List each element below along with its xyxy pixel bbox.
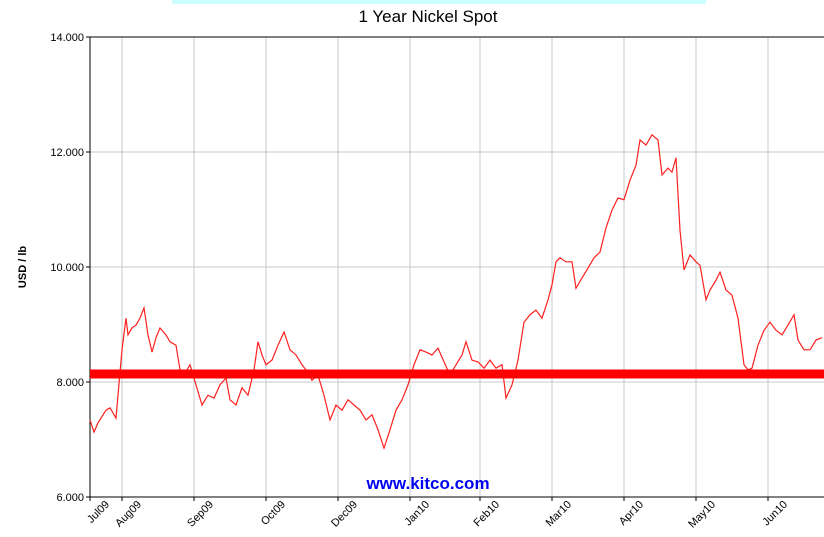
x-tick-label: Oct09 [259,499,288,528]
watermark: www.kitco.com [365,474,489,493]
x-tick-label: Aug09 [113,499,144,530]
header-strip [172,0,706,4]
x-tick-label: Apr10 [617,499,646,528]
y-tick-label: 8.000 [56,377,84,389]
x-tick-label: Jul09 [85,499,112,526]
x-tick-label: Jun10 [760,499,790,529]
chart-title: 1 Year Nickel Spot [359,7,498,26]
y-tick-label: 6.000 [56,492,84,504]
y-tick-label: 10.000 [50,262,84,274]
y-tick-label: 14.000 [50,32,84,44]
x-tick-label: May10 [686,499,718,531]
x-tick-label: Feb10 [472,499,503,530]
x-tick-label: Mar10 [544,499,575,530]
y-tick-label: 12.000 [50,147,84,159]
x-tick-label: Jan10 [402,499,432,529]
x-tick-label: Sep09 [185,499,216,530]
y-axis-label: USD / lb [17,246,29,288]
x-tick-label: Dec09 [329,499,360,530]
